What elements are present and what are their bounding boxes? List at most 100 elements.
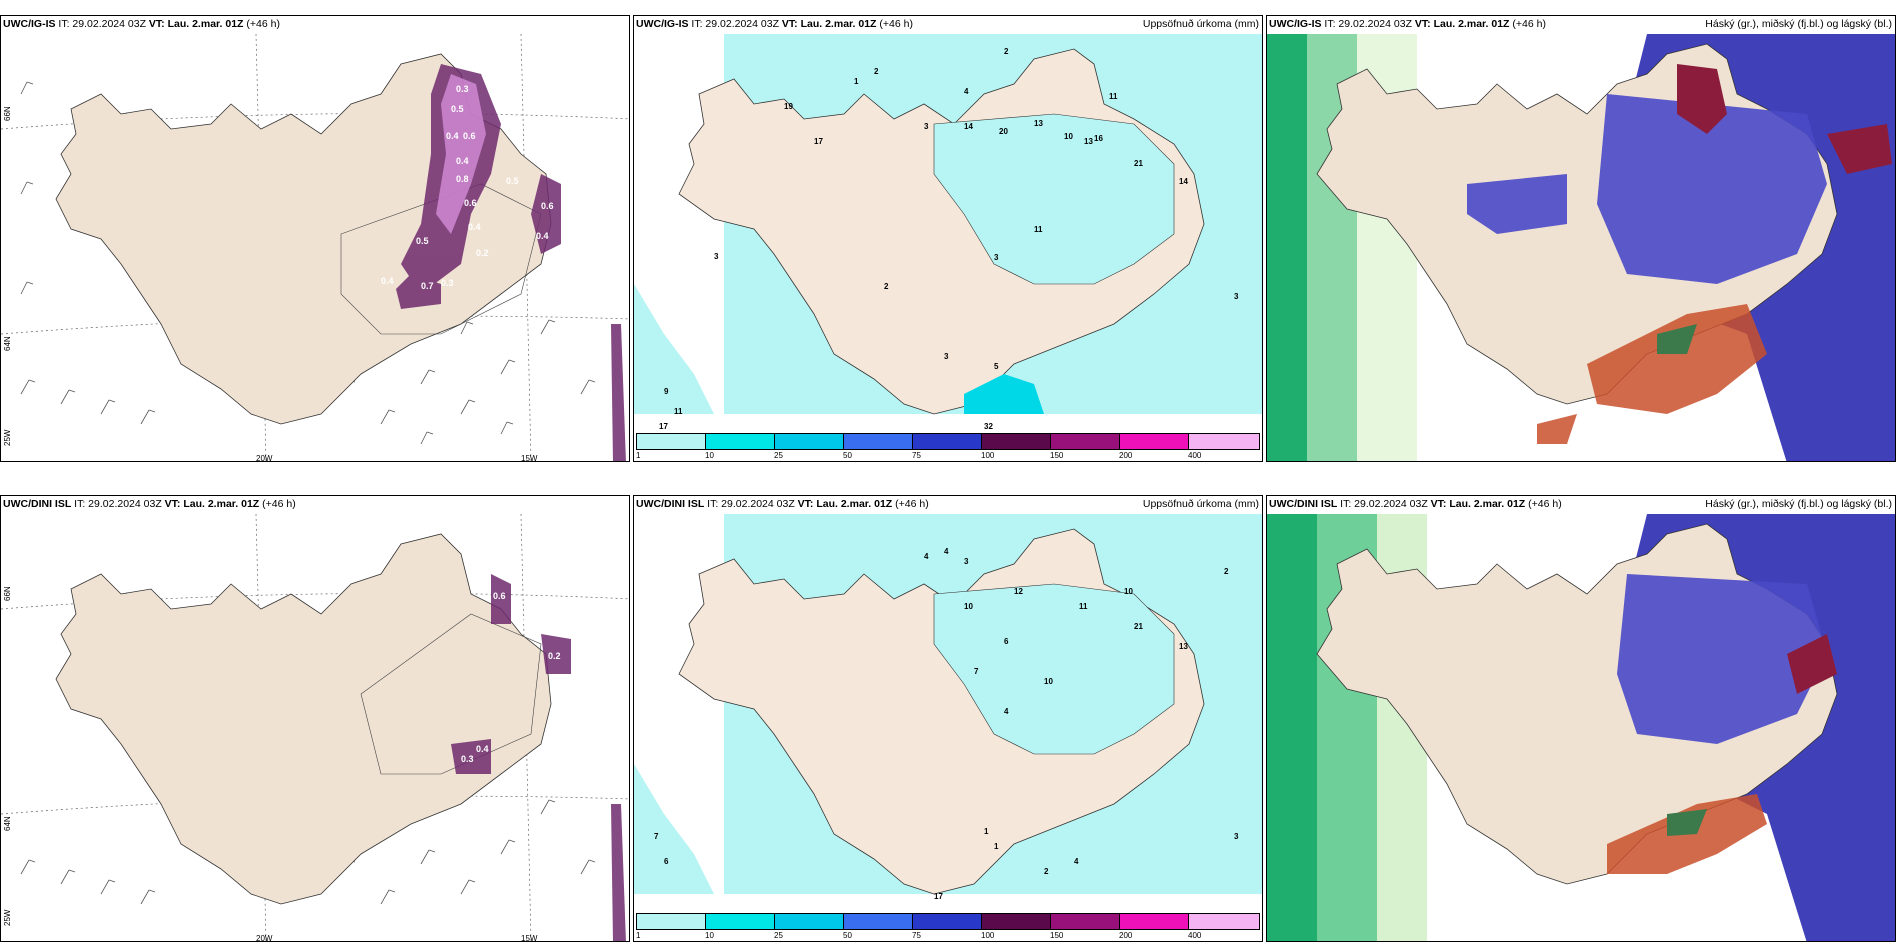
colorbar-swatch [705,433,775,450]
model-name: UWC/DINI ISL [3,498,72,510]
snow-label: 0.4 [456,156,469,166]
colorbar: 1 10 25 50 75 100 150 200 400 [636,433,1260,460]
snow-label: 0.3 [441,278,454,288]
wind-snow-map: 0.3 0.5 0.4 0.6 0.4 0.8 0.5 0.6 0.4 0.2 … [1,34,629,461]
colorbar-tick: 25 [774,451,783,460]
lead-time: (+46 h) [879,18,913,30]
snow-label: 0.3 [461,754,474,764]
lead-time: (+46 h) [246,18,280,30]
valid-time: Lau. 2.mar. 01Z [816,498,893,510]
precip-label: 1 [854,77,859,86]
precip-label: 19 [784,102,793,111]
init-time: IT: 29.02.2024 03Z [58,18,146,30]
colorbar-tick: 10 [705,451,714,460]
precip-label: 17 [814,137,823,146]
precip-label: 10 [1064,132,1073,141]
colorbar-swatch [705,913,775,930]
colorbar-swatch [981,433,1051,450]
precip-label: 4 [1074,857,1079,866]
precip-label: 5 [994,362,999,371]
model-name: UWC/IG-IS [1269,18,1322,30]
valid-label: VT: [148,18,165,30]
lat-label-25w: 25W [3,909,12,926]
colorbar-tick: 10 [705,931,714,940]
precip-label: 6 [1004,637,1009,646]
precip-label: 12 [1014,587,1023,596]
panel-header: UWC/IG-IS IT: 29.02.2024 03Z VT: Lau. 2.… [1269,18,1546,30]
snow-label: 0.5 [506,176,519,186]
colorbar: 1 10 25 50 75 100 150 200 400 [636,913,1260,940]
lead-time: (+46 h) [1512,18,1546,30]
snow-label: 0.8 [456,174,469,184]
precip-map: 4 4 3 10 12 11 10 21 13 7 6 10 4 2 1 7 6… [634,514,1262,901]
panel-title: Háský (gr.), miðský (fj.bl.) og lágský (… [1705,498,1892,510]
colorbar-swatch [1050,433,1120,450]
colorbar-tick: 150 [1050,451,1064,460]
precip-label: 10 [1044,677,1053,686]
panel-title: Uppsöfnuð úrkoma (mm) [1142,18,1259,30]
precip-label: 21 [1134,159,1143,168]
snow-label: 0.4 [381,276,394,286]
panel-header: UWC/IG-IS IT: 29.02.2024 03Z VT: Lau. 2.… [636,18,913,30]
valid-time: Lau. 2.mar. 01Z [1433,18,1510,30]
valid-label: VT: [797,498,814,510]
snow-label: 0.2 [548,651,561,661]
lead-time: (+46 h) [1528,498,1562,510]
precip-label: 3 [714,252,719,261]
precip-label: 3 [994,253,999,262]
valid-time: Lau. 2.mar. 01Z [1449,498,1526,510]
precip-label: 7 [974,667,979,676]
precip-label: 3 [1234,292,1239,301]
lat-label-64n: 64N [3,336,12,351]
colorbar-tick: 150 [1050,931,1064,940]
model-name: UWC/IG-IS [3,18,56,30]
panel-header: UWC/DINI ISL IT: 29.02.2024 03Z VT: Lau.… [3,498,296,510]
colorbar-tick: 50 [843,451,852,460]
colorbar-swatch [1188,913,1260,930]
colorbar-tick: 100 [981,931,995,940]
colorbar-swatch [1119,913,1189,930]
precip-label: 6 [664,857,669,866]
snow-label: 0.6 [493,591,506,601]
lat-label-64n: 64N [3,816,12,831]
precip-label: 16 [1094,134,1103,143]
colorbar-tick: 200 [1119,931,1133,940]
lon-label-15w: 15W [521,934,538,942]
snow-label: 0.4 [446,131,459,141]
panel-bottom-clouds: UWC/DINI ISL IT: 29.02.2024 03Z VT: Lau.… [1266,495,1896,942]
snow-label: 0.6 [463,131,476,141]
model-name: UWC/DINI ISL [1269,498,1338,510]
snow-label: 0.2 [513,616,526,626]
precip-label: 21 [1134,622,1143,631]
init-time: IT: 29.02.2024 03Z [1340,498,1428,510]
lat-label-66n: 66N [3,586,12,601]
colorbar-swatch [981,913,1051,930]
colorbar-swatch [912,913,982,930]
panel-header: UWC/IG-IS IT: 29.02.2024 03Z VT: Lau. 2.… [3,18,280,30]
lon-label-15w: 15W [521,454,538,462]
cloud-map [1267,514,1895,941]
panel-bottom-wind: UWC/DINI ISL IT: 29.02.2024 03Z VT: Lau.… [0,495,630,942]
snow-label: 0.6 [464,198,477,208]
colorbar-tick: 75 [912,451,921,460]
precip-label: 17 [659,422,668,431]
valid-label: VT: [164,498,181,510]
lead-time: (+46 h) [895,498,929,510]
colorbar-tick: 1 [636,931,641,940]
precip-label: 11 [674,407,683,416]
snow-label: 0.4 [476,744,489,754]
colorbar-tick: 75 [912,931,921,940]
panel-top-precip: UWC/IG-IS IT: 29.02.2024 03Z VT: Lau. 2.… [633,15,1263,462]
snow-label: 0.6 [541,201,554,211]
precip-label: 11 [1079,602,1088,611]
colorbar-tick: 25 [774,931,783,940]
model-name: UWC/IG-IS [636,18,689,30]
colorbar-swatch [843,433,913,450]
lon-label-20w: 20W [256,454,273,462]
valid-time: Lau. 2.mar. 01Z [167,18,244,30]
colorbar-swatch [1188,433,1260,450]
precip-label: 32 [984,422,993,431]
cloud-map [1267,34,1895,461]
precip-label: 17 [934,892,943,901]
init-time: IT: 29.02.2024 03Z [74,498,162,510]
